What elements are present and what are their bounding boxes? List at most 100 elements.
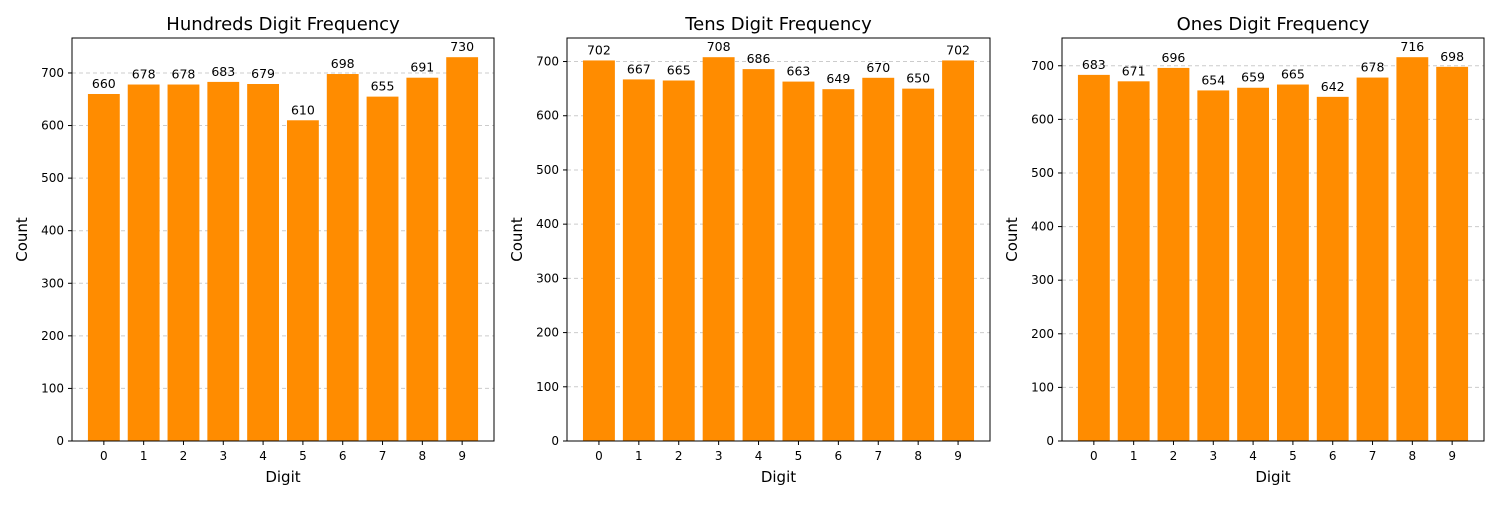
chart-title: Ones Digit Frequency [1177, 14, 1370, 35]
bar-9 [1436, 66, 1469, 441]
y-tick-label: 700 [41, 66, 64, 80]
y-tick-label: 0 [551, 434, 559, 448]
x-tick-label: 7 [379, 449, 387, 463]
y-tick-label: 0 [1046, 434, 1054, 448]
y-tick-label: 0 [56, 434, 64, 448]
plot-frame [1061, 37, 1485, 442]
bar-9 [446, 57, 479, 441]
bar-7 [862, 77, 895, 442]
y-tick-label: 100 [1031, 380, 1054, 394]
y-tick-label: 600 [1031, 112, 1054, 126]
data-label: 659 [1241, 70, 1265, 85]
x-tick-label: 9 [1448, 449, 1456, 463]
x-tick-label: 1 [635, 449, 643, 463]
bar-6 [822, 89, 855, 441]
y-axis-label: Count [13, 217, 31, 262]
x-tick-label: 2 [675, 449, 683, 463]
data-label: 678 [132, 67, 156, 82]
x-tick-label: 9 [954, 449, 962, 463]
bar-5 [286, 120, 319, 441]
x-tick-label: 1 [1130, 449, 1138, 463]
x-tick-label: 8 [914, 449, 922, 463]
data-label: 698 [1440, 49, 1464, 64]
data-label: 678 [172, 67, 196, 82]
x-tick-label: 8 [419, 449, 427, 463]
y-tick-label: 700 [536, 55, 559, 69]
chart-title: Tens Digit Frequency [684, 14, 872, 35]
y-tick-label: 400 [41, 224, 64, 238]
y-tick-label: 700 [1031, 59, 1054, 73]
bar-9 [942, 60, 975, 441]
x-tick-label: 9 [458, 449, 466, 463]
y-tick-label: 600 [536, 109, 559, 123]
x-tick-label: 7 [874, 449, 882, 463]
bar-7 [366, 96, 399, 442]
x-tick-label: 4 [1249, 449, 1257, 463]
data-label: 670 [866, 60, 890, 75]
x-axis-label: Digit [761, 468, 796, 486]
y-tick-label: 100 [536, 380, 559, 394]
data-label: 702 [587, 42, 611, 57]
data-label: 678 [1361, 60, 1385, 75]
bar-5 [1276, 84, 1309, 441]
y-tick-label: 200 [41, 329, 64, 343]
data-label: 691 [410, 60, 434, 75]
data-label: 660 [92, 76, 116, 91]
bar-6 [326, 74, 359, 441]
data-label: 698 [331, 56, 355, 71]
data-label: 716 [1400, 39, 1424, 54]
y-tick-label: 100 [41, 381, 64, 395]
bar-5 [782, 81, 815, 442]
chart-title: Hundreds Digit Frequency [166, 14, 400, 35]
y-tick-label: 400 [536, 217, 559, 231]
x-tick-label: 3 [715, 449, 723, 463]
bar-8 [902, 88, 935, 441]
data-label: 642 [1321, 79, 1345, 94]
x-tick-label: 6 [835, 449, 843, 463]
data-label: 665 [667, 63, 691, 78]
x-tick-label: 6 [339, 449, 347, 463]
data-label: 663 [787, 64, 811, 79]
bar-0 [87, 93, 120, 441]
data-label: 665 [1281, 67, 1305, 82]
data-label: 702 [946, 42, 970, 57]
x-tick-label: 5 [299, 449, 307, 463]
x-tick-label: 6 [1329, 449, 1337, 463]
data-label: 667 [627, 61, 651, 76]
y-axis-label: Count [508, 217, 526, 262]
x-tick-label: 2 [180, 449, 188, 463]
x-tick-label: 2 [1170, 449, 1178, 463]
bar-2 [167, 84, 200, 441]
x-tick-label: 5 [795, 449, 803, 463]
bar-0 [582, 60, 615, 441]
y-tick-label: 500 [41, 171, 64, 185]
x-tick-label: 1 [140, 449, 148, 463]
data-label: 649 [826, 71, 850, 86]
bar-8 [1396, 57, 1429, 441]
bar-1 [1117, 81, 1150, 441]
y-tick-label: 300 [41, 276, 64, 290]
bar-1 [127, 84, 160, 441]
y-axis-label: Count [1003, 217, 1021, 262]
bar-2 [662, 80, 695, 441]
x-tick-label: 0 [1090, 449, 1098, 463]
data-label: 650 [906, 71, 930, 86]
x-tick-label: 7 [1369, 449, 1377, 463]
x-tick-label: 8 [1409, 449, 1417, 463]
x-tick-label: 4 [755, 449, 763, 463]
plot-frame [71, 37, 495, 442]
x-tick-label: 4 [259, 449, 267, 463]
x-axis-label: Digit [265, 468, 300, 486]
y-tick-label: 500 [1031, 166, 1054, 180]
data-label: 730 [450, 39, 474, 54]
y-tick-label: 400 [1031, 220, 1054, 234]
y-tick-label: 200 [1031, 327, 1054, 341]
data-label: 683 [1082, 57, 1106, 72]
data-label: 655 [371, 79, 395, 94]
data-label: 654 [1201, 72, 1225, 87]
plot-frame [566, 37, 991, 442]
